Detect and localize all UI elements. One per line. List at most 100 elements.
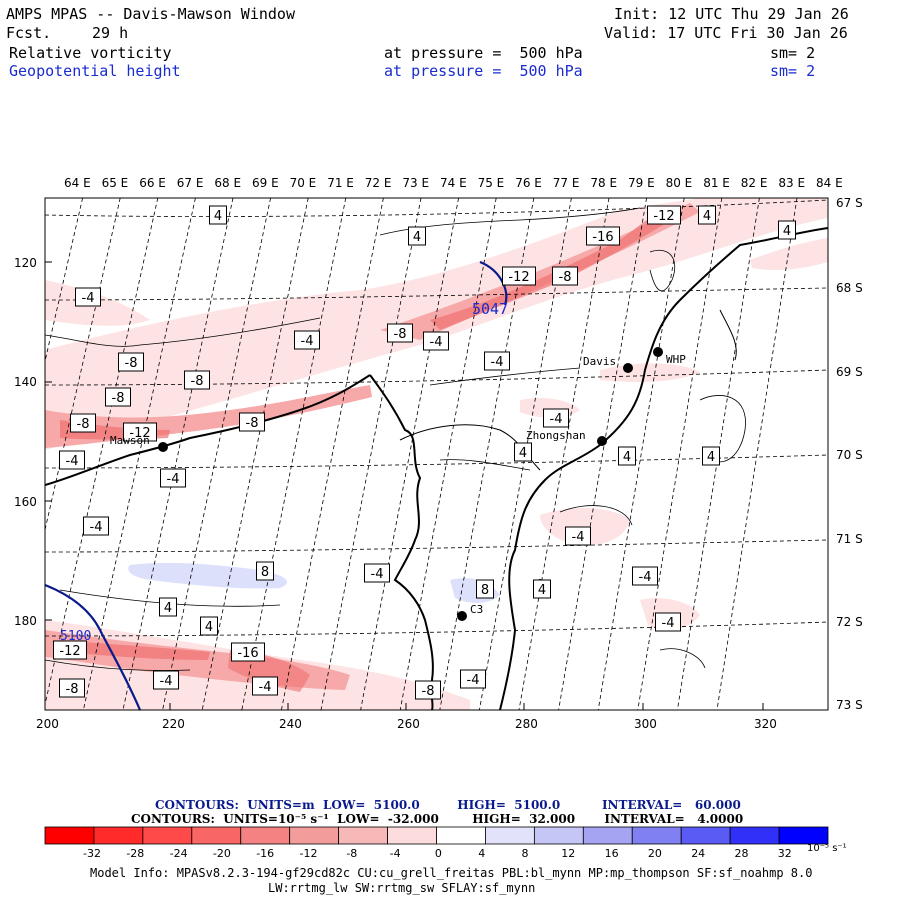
colorbar-swatch — [44, 826, 95, 845]
field1-smoothing: sm= 2 — [770, 44, 816, 62]
vorticity-contour-label: 4 — [618, 446, 636, 466]
svg-text:-4: -4 — [301, 334, 314, 349]
station-whp-marker[interactable] — [653, 347, 663, 357]
vorticity-contour-label: -8 — [118, 352, 144, 372]
lat-label-67s: 67 S — [836, 196, 863, 210]
station-davis-marker[interactable] — [623, 363, 633, 373]
vorticity-contour-label: -16 — [586, 226, 620, 246]
vorticity-contour-label: -4 — [364, 563, 390, 583]
svg-text:-4: -4 — [639, 570, 652, 585]
init-time: Init: 12 UTC Thu 29 Jan 26 — [614, 5, 849, 23]
svg-text:-4: -4 — [572, 530, 585, 545]
colorbar-tick: 32 — [777, 847, 792, 860]
colorbar-tick: 20 — [647, 847, 662, 860]
colorbar-swatch — [338, 826, 388, 845]
lon-label: 84 E — [816, 176, 843, 190]
lon-label: 74 E — [440, 176, 467, 190]
colorbar-tick: 28 — [734, 847, 749, 860]
height-contour-info: CONTOURS: UNITS=m LOW= 5100.0 HIGH= 5100… — [155, 798, 741, 812]
svg-text:4: 4 — [538, 583, 546, 598]
colorbar-swatch — [142, 826, 193, 845]
vorticity-contour-label: 4 — [514, 442, 532, 462]
station-mawson-marker[interactable] — [158, 442, 168, 452]
colorbar-tick: 0 — [434, 847, 442, 860]
svg-text:-4: -4 — [167, 472, 180, 487]
vorticity-contour-label: -4 — [153, 670, 179, 690]
svg-text:4: 4 — [707, 450, 715, 465]
colorbar-swatch — [582, 826, 633, 845]
vorticity-contour-label: -4 — [423, 331, 449, 351]
svg-text:-4: -4 — [259, 680, 272, 695]
vorticity-contour-label: -8 — [184, 370, 210, 390]
svg-text:-4: -4 — [491, 355, 504, 370]
svg-text:-4: -4 — [430, 335, 443, 350]
model-info-line1: Model Info: MPASv8.2.3-194-gf29cd82c CU:… — [90, 866, 813, 880]
station-c3-marker[interactable] — [457, 611, 467, 621]
vorticity-contour-label: -12 — [123, 422, 157, 442]
vorticity-contour-label: 4 — [200, 616, 218, 636]
x-tick-260: 260 — [397, 717, 420, 731]
svg-text:4: 4 — [164, 601, 172, 616]
x-tick-220: 220 — [162, 717, 185, 731]
vorticity-contour-label: -4 — [484, 351, 510, 371]
colorbar-tick: -16 — [256, 847, 275, 860]
lon-label: 77 E — [552, 176, 580, 190]
lat-label-70s: 70 S — [836, 448, 863, 462]
colorbar-tick: -20 — [212, 847, 231, 860]
station-zhongshan-marker[interactable] — [597, 436, 607, 446]
colorbar-tick: -4 — [389, 847, 401, 860]
vorticity-contour-label: -4 — [59, 450, 85, 470]
svg-text:-4: -4 — [82, 291, 95, 306]
svg-text:-16: -16 — [592, 230, 613, 245]
vorticity-contour-label: 8 — [476, 579, 494, 599]
lon-label: 79 E — [628, 176, 655, 190]
svg-text:-4: -4 — [467, 673, 480, 688]
y-tick-180: 180 — [14, 614, 37, 628]
colorbar-tick: 4 — [478, 847, 486, 860]
svg-text:4: 4 — [214, 209, 222, 224]
svg-text:8: 8 — [481, 583, 489, 598]
vorticity-contour-label: 8 — [256, 561, 274, 581]
lon-label: 71 E — [327, 176, 354, 190]
station-davis-label: Davis — [583, 355, 616, 368]
colorbar-tick: 16 — [604, 847, 619, 860]
forecast-label: Fcst. — [6, 24, 52, 42]
colorbar-swatch — [533, 826, 584, 845]
vorticity-contour-info: CONTOURS: UNITS=10⁻⁵ s⁻¹ LOW= -32.000 HI… — [131, 812, 744, 826]
map-frame — [44, 197, 829, 711]
svg-text:4: 4 — [703, 209, 711, 224]
svg-text:-4: -4 — [662, 616, 675, 631]
x-tick-240: 240 — [279, 717, 302, 731]
svg-text:-8: -8 — [191, 374, 204, 389]
vorticity-contour-label: 4 — [778, 220, 796, 240]
y-tick-160: 160 — [14, 495, 37, 509]
svg-text:-12: -12 — [59, 644, 80, 659]
svg-text:-12: -12 — [129, 426, 150, 441]
x-tick-200: 200 — [36, 717, 59, 731]
colorbar-swatch — [240, 826, 291, 845]
lon-label: 75 E — [477, 176, 505, 190]
forecast-hour: 29 h — [92, 24, 129, 42]
contour-label-group: 4 4 4 4 -12 -16 -12 -8 -4 -4 -8 -4 -4 -8 -8 -8 -8 -12 -8 -4… — [53, 205, 796, 700]
lon-label: 78 E — [590, 176, 618, 190]
vorticity-contour-label: 4 — [533, 579, 551, 599]
field1-level: at pressure = 500 hPa — [384, 44, 583, 62]
station-whp-label: WHP — [666, 353, 686, 366]
colorbar-swatch — [778, 826, 829, 845]
axis-ticks — [44, 261, 764, 710]
vorticity-contours — [45, 207, 746, 671]
svg-text:-8: -8 — [66, 682, 79, 697]
svg-text:-12: -12 — [508, 270, 529, 285]
lon-label: 73 E — [402, 176, 430, 190]
colorbar-swatch — [191, 826, 242, 845]
svg-text:-8: -8 — [246, 416, 259, 431]
colorbar-unit: 10⁻⁵ s⁻¹ — [807, 843, 847, 854]
vorticity-contour-label: -8 — [239, 412, 265, 432]
lat-label-71s: 71 S — [836, 532, 863, 546]
lon-label: 82 E — [740, 176, 768, 190]
y-tick-120: 120 — [14, 256, 37, 270]
vorticity-contour-label: 4 — [159, 597, 177, 617]
svg-text:4: 4 — [783, 224, 791, 239]
vorticity-contour-label: -4 — [252, 676, 278, 696]
lon-label: 76 E — [515, 176, 542, 190]
